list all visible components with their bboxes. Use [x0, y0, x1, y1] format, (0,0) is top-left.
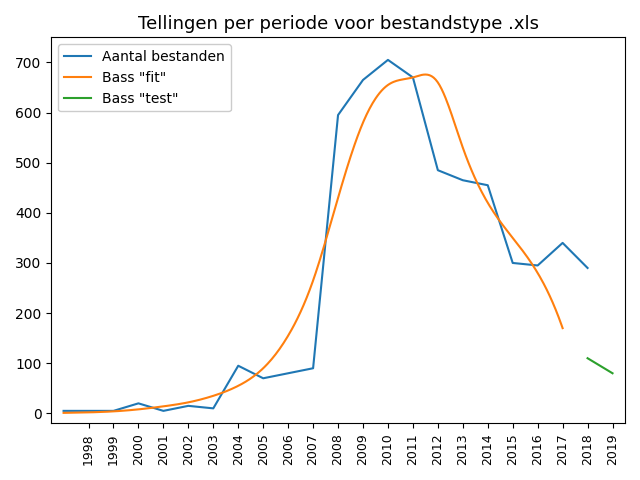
Aantal bestanden — [159, 408, 167, 414]
Aantal bestanden — [184, 403, 192, 409]
Aantal bestanden — [84, 408, 92, 414]
Aantal bestanden — [284, 371, 292, 376]
Aantal bestanden — [459, 177, 467, 183]
Bass "fit" — [297, 309, 305, 315]
Aantal bestanden — [384, 57, 392, 63]
Aantal bestanden — [559, 240, 566, 246]
Aantal bestanden — [209, 406, 217, 411]
Bass "fit" — [548, 297, 556, 303]
Bass "fit" — [470, 172, 477, 178]
Aantal bestanden — [259, 375, 267, 381]
Line: Bass "fit": Bass "fit" — [63, 74, 563, 413]
Aantal bestanden — [309, 365, 317, 371]
Aantal bestanden — [509, 260, 516, 266]
Aantal bestanden — [334, 112, 342, 118]
Bass "test" — [609, 371, 616, 376]
Bass "fit" — [300, 302, 307, 308]
Title: Tellingen per periode voor bestandstype .xls: Tellingen per periode voor bestandstype … — [138, 15, 538, 33]
Aantal bestanden — [534, 263, 541, 268]
Line: Aantal bestanden: Aantal bestanden — [63, 60, 588, 411]
Bass "fit" — [422, 72, 429, 77]
Bass "fit" — [356, 126, 364, 132]
Aantal bestanden — [134, 400, 142, 406]
Aantal bestanden — [359, 77, 367, 83]
Bass "test" — [584, 355, 591, 361]
Line: Bass "test": Bass "test" — [588, 358, 612, 373]
Aantal bestanden — [484, 182, 492, 188]
Aantal bestanden — [60, 408, 67, 414]
Aantal bestanden — [584, 265, 591, 271]
Bass "fit" — [60, 410, 67, 416]
Legend: Aantal bestanden, Bass "fit", Bass "test": Aantal bestanden, Bass "fit", Bass "test… — [58, 44, 231, 111]
Aantal bestanden — [109, 408, 117, 414]
Bass "fit" — [559, 325, 566, 331]
Aantal bestanden — [409, 74, 417, 80]
Aantal bestanden — [434, 168, 442, 173]
Bass "fit" — [330, 210, 337, 216]
Aantal bestanden — [234, 363, 242, 369]
